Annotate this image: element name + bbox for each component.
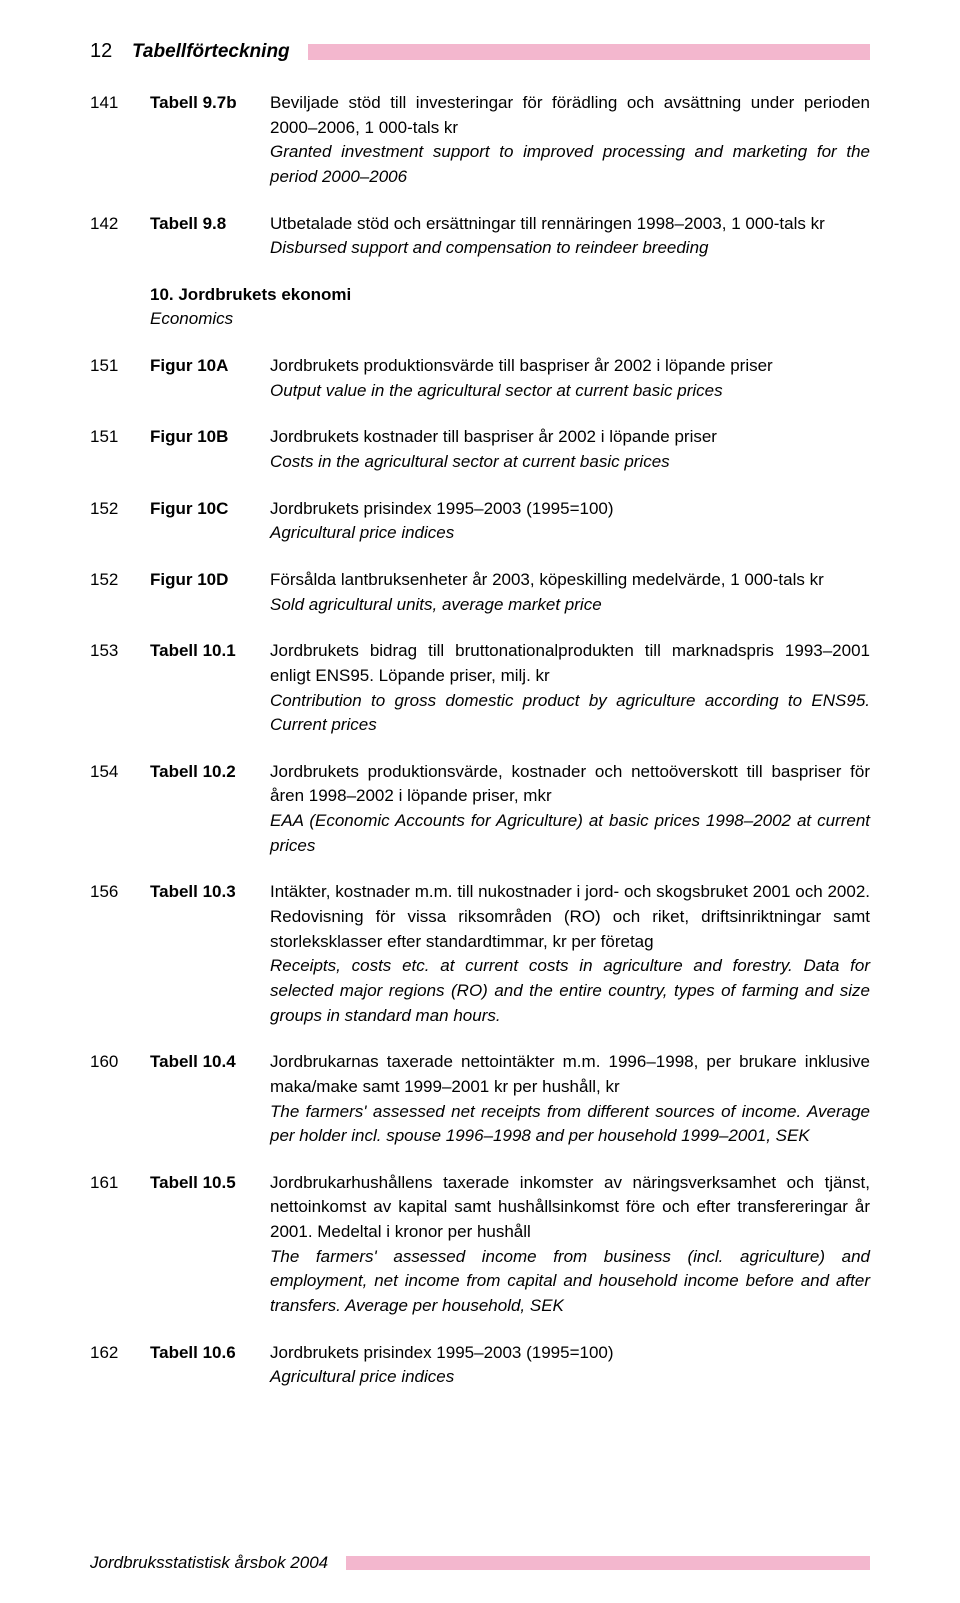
entry-en: Contribution to gross domestic product b… [270, 689, 870, 738]
entry-sv: Jordbrukets kostnader till baspriser år … [270, 425, 870, 450]
entry-ref: Tabell 10.1 [150, 639, 270, 664]
entry-en: Agricultural price indices [270, 1365, 870, 1390]
entry-page: 141 [90, 91, 150, 116]
entry-en: Output value in the agricultural sector … [270, 379, 870, 404]
entry-ref: Tabell 9.7b [150, 91, 270, 116]
entry-en: Costs in the agricultural sector at curr… [270, 450, 870, 475]
entry-page: 160 [90, 1050, 150, 1075]
toc-entry: 152 Figur 10D Försålda lantbruksenheter … [90, 568, 870, 617]
entry-desc: Försålda lantbruksenheter år 2003, köpes… [270, 568, 870, 617]
section-sv: 10. Jordbrukets ekonomi [150, 283, 870, 308]
entry-en: The farmers' assessed income from busine… [270, 1245, 870, 1319]
entry-en: Receipts, costs etc. at current costs in… [270, 954, 870, 1028]
toc-entry: 151 Figur 10B Jordbrukets kostnader till… [90, 425, 870, 474]
accent-bar-icon [346, 1556, 870, 1570]
entry-page: 156 [90, 880, 150, 905]
entry-desc: Utbetalade stöd och ersättningar till re… [270, 212, 870, 261]
entry-page: 142 [90, 212, 150, 237]
entry-sv: Jordbrukarhushållens taxerade inkomster … [270, 1171, 870, 1245]
page-footer: Jordbruksstatistisk årsbok 2004 [90, 1553, 870, 1573]
section-en: Economics [150, 307, 870, 332]
footer-title: Jordbruksstatistisk årsbok 2004 [90, 1553, 328, 1573]
entry-desc: Jordbrukarhushållens taxerade inkomster … [270, 1171, 870, 1319]
entry-desc: Jordbrukets produktionsvärde till baspri… [270, 354, 870, 403]
entry-page: 152 [90, 497, 150, 522]
accent-bar-icon [308, 44, 870, 60]
entry-sv: Jordbrukets prisindex 1995–2003 (1995=10… [270, 1341, 870, 1366]
entry-page: 154 [90, 760, 150, 785]
entry-sv: Intäkter, kostnader m.m. till nukostnade… [270, 880, 870, 954]
entry-desc: Jordbrukets produktionsvärde, kostnader … [270, 760, 870, 859]
entry-ref: Figur 10D [150, 568, 270, 593]
document-page: 12 Tabellförteckning 141 Tabell 9.7b Bev… [0, 0, 960, 1603]
entry-sv: Utbetalade stöd och ersättningar till re… [270, 212, 870, 237]
toc-entry: 154 Tabell 10.2 Jordbrukets produktionsv… [90, 760, 870, 859]
toc-entry: 161 Tabell 10.5 Jordbrukarhushållens tax… [90, 1171, 870, 1319]
entry-ref: Tabell 10.5 [150, 1171, 270, 1196]
entry-desc: Jordbrukets prisindex 1995–2003 (1995=10… [270, 497, 870, 546]
entry-desc: Jordbrukets bidrag till bruttonationalpr… [270, 639, 870, 738]
entry-en: The farmers' assessed net receipts from … [270, 1100, 870, 1149]
entry-page: 151 [90, 354, 150, 379]
entry-sv: Jordbrukets produktionsvärde, kostnader … [270, 760, 870, 809]
toc-entry: 153 Tabell 10.1 Jordbrukets bidrag till … [90, 639, 870, 738]
entry-en: Agricultural price indices [270, 521, 870, 546]
entry-ref: Tabell 9.8 [150, 212, 270, 237]
entry-sv: Beviljade stöd till investeringar för fö… [270, 91, 870, 140]
entry-ref: Figur 10B [150, 425, 270, 450]
entry-desc: Jordbrukets kostnader till baspriser år … [270, 425, 870, 474]
entry-desc: Intäkter, kostnader m.m. till nukostnade… [270, 880, 870, 1028]
toc-entry: 152 Figur 10C Jordbrukets prisindex 1995… [90, 497, 870, 546]
entry-page: 162 [90, 1341, 150, 1366]
entry-desc: Jordbrukets prisindex 1995–2003 (1995=10… [270, 1341, 870, 1390]
entry-page: 152 [90, 568, 150, 593]
entry-ref: Tabell 10.4 [150, 1050, 270, 1075]
toc-entry: 162 Tabell 10.6 Jordbrukets prisindex 19… [90, 1341, 870, 1390]
entry-page: 161 [90, 1171, 150, 1196]
entry-page: 153 [90, 639, 150, 664]
entry-ref: Tabell 10.6 [150, 1341, 270, 1366]
entry-sv: Jordbrukets bidrag till bruttonationalpr… [270, 639, 870, 688]
toc-entry: 141 Tabell 9.7b Beviljade stöd till inve… [90, 91, 870, 190]
toc-entry: 142 Tabell 9.8 Utbetalade stöd och ersät… [90, 212, 870, 261]
entry-en: Disbursed support and compensation to re… [270, 236, 870, 261]
entry-sv: Jordbrukets produktionsvärde till baspri… [270, 354, 870, 379]
page-header: 12 Tabellförteckning [90, 40, 870, 63]
entry-ref: Figur 10A [150, 354, 270, 379]
entry-ref: Tabell 10.2 [150, 760, 270, 785]
section-header: 10. Jordbrukets ekonomi Economics [150, 283, 870, 332]
entry-desc: Jordbrukarnas taxerade nettointäkter m.m… [270, 1050, 870, 1149]
page-number-top: 12 [90, 40, 132, 63]
header-title: Tabellförteckning [132, 41, 290, 63]
entry-sv: Jordbrukarnas taxerade nettointäkter m.m… [270, 1050, 870, 1099]
entry-sv: Jordbrukets prisindex 1995–2003 (1995=10… [270, 497, 870, 522]
entry-en: Granted investment support to improved p… [270, 140, 870, 189]
entry-desc: Beviljade stöd till investeringar för fö… [270, 91, 870, 190]
entry-ref: Tabell 10.3 [150, 880, 270, 905]
toc-entry: 151 Figur 10A Jordbrukets produktionsvär… [90, 354, 870, 403]
entry-page: 151 [90, 425, 150, 450]
toc-entry: 156 Tabell 10.3 Intäkter, kostnader m.m.… [90, 880, 870, 1028]
entry-sv: Försålda lantbruksenheter år 2003, köpes… [270, 568, 870, 593]
entry-en: Sold agricultural units, average market … [270, 593, 870, 618]
entry-ref: Figur 10C [150, 497, 270, 522]
entry-en: EAA (Economic Accounts for Agriculture) … [270, 809, 870, 858]
toc-entry: 160 Tabell 10.4 Jordbrukarnas taxerade n… [90, 1050, 870, 1149]
